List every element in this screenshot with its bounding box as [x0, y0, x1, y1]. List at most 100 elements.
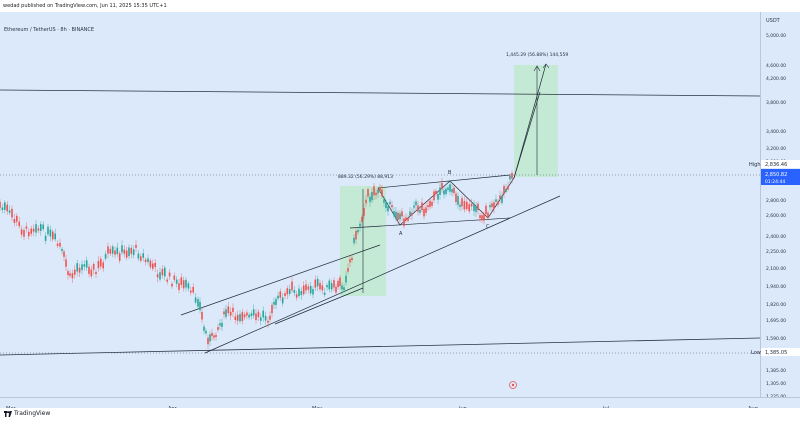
- candle-body: [197, 299, 199, 307]
- candle-body: [248, 314, 250, 318]
- pattern-top-line[interactable]: [377, 174, 511, 189]
- candle-body: [357, 230, 359, 233]
- candle-body: [159, 272, 161, 280]
- candle-body: [377, 190, 379, 194]
- candle-body: [20, 229, 23, 235]
- candle-body: [260, 317, 262, 321]
- low-value: 1,385.05: [765, 350, 787, 356]
- candle-body: [371, 192, 373, 201]
- candle-body: [343, 287, 345, 291]
- candle-body: [493, 202, 495, 209]
- long-trend-line[interactable]: [0, 337, 761, 356]
- candle-body: [387, 206, 389, 212]
- price-tick-label: 4,200.00: [766, 76, 786, 82]
- candle-body: [144, 259, 147, 262]
- candle-body: [13, 219, 16, 223]
- candle-body: [349, 259, 351, 263]
- flag-lower-line[interactable]: [274, 287, 364, 325]
- low-label: Low: [751, 350, 761, 356]
- candle-body: [71, 273, 74, 279]
- tradingview-brand[interactable]: TradingView: [14, 410, 51, 417]
- candle-body: [213, 335, 215, 338]
- candle-body: [321, 285, 324, 291]
- candle-body: [415, 201, 417, 206]
- candlestick-series: [0, 170, 513, 349]
- candle-body: [42, 224, 44, 230]
- candle-body: [373, 186, 375, 196]
- candle-body: [375, 192, 377, 196]
- candle-body: [175, 279, 178, 284]
- candle-body: [201, 312, 203, 320]
- candle-body: [130, 247, 133, 254]
- candle-body: [69, 273, 71, 276]
- candle-body: [111, 246, 114, 254]
- chart-drawing-layer[interactable]: 889.32 (56.29%) 88,913 1,445.29 (56.88%)…: [0, 12, 761, 397]
- candle-body: [489, 205, 491, 208]
- candle-body: [8, 210, 11, 213]
- candle-body: [156, 274, 159, 278]
- candle-body: [168, 272, 171, 277]
- high-value-badge: [761, 160, 800, 168]
- candle-body: [395, 211, 397, 220]
- price-tick-label: 4,600.00: [766, 63, 786, 69]
- event-marker-icon[interactable]: [509, 381, 517, 389]
- candle-body: [435, 190, 437, 195]
- price-tick-label: 3,400.00: [766, 129, 786, 135]
- channel-upper-line[interactable]: [180, 244, 381, 316]
- candle-body: [118, 253, 121, 261]
- candle-body: [56, 243, 59, 246]
- candle-body: [437, 193, 439, 200]
- candle-body: [203, 326, 205, 331]
- candle-body: [154, 262, 156, 267]
- candle-body: [25, 226, 28, 229]
- candle-body: [35, 224, 37, 233]
- candle-body: [381, 189, 383, 197]
- upper-measure-box[interactable]: [514, 65, 558, 177]
- candle-body: [104, 253, 107, 259]
- candle-body: [429, 200, 431, 207]
- candle-body: [227, 306, 230, 314]
- price-scale[interactable]: USDT 5,000.00 4,600.00 4,200.00 3,800.00 3,4…: [760, 12, 800, 400]
- candle-body: [365, 199, 367, 204]
- currency-label: USDT: [766, 18, 781, 24]
- candle-body: [511, 173, 513, 179]
- candle-body: [267, 320, 269, 323]
- candle-body: [316, 278, 319, 287]
- time-axis[interactable]: Mar Apr May Jun Jul Aug: [0, 397, 800, 412]
- symbol-title[interactable]: Ethereum / TetherUS · 8h · BINANCE: [4, 27, 95, 33]
- low-label-layer: Low: [751, 350, 761, 356]
- candle-body: [205, 330, 207, 334]
- candle-body: [28, 231, 30, 237]
- bar-countdown: 01:24:44: [765, 179, 785, 185]
- candle-body: [90, 269, 93, 277]
- candle-body: [369, 196, 371, 202]
- tradingview-logo-icon[interactable]: [4, 411, 12, 417]
- channel-lower-line[interactable]: [204, 195, 561, 354]
- candle-body: [351, 257, 353, 260]
- candle-body: [341, 285, 343, 290]
- candle-body: [97, 260, 100, 269]
- price-tick-label: 2,400.00: [766, 234, 786, 240]
- candle-body: [199, 301, 201, 311]
- candle-body: [269, 315, 271, 320]
- candle-body: [221, 322, 223, 327]
- candle-body: [190, 290, 192, 293]
- candle-body: [423, 209, 425, 217]
- price-tick-label: 2,250.00: [766, 249, 786, 255]
- candle-body: [109, 248, 112, 254]
- candle-body: [65, 259, 67, 267]
- candle-body: [18, 221, 20, 227]
- horizontal-resistance-line[interactable]: [0, 89, 761, 97]
- candle-body: [314, 279, 317, 288]
- candle-body: [207, 337, 209, 345]
- candle-body: [451, 189, 453, 193]
- candle-body: [250, 313, 253, 317]
- candle-body: [407, 217, 409, 221]
- candle-body: [503, 186, 505, 194]
- projection-line[interactable]: [513, 63, 547, 179]
- candle-body: [427, 205, 429, 208]
- chart-pane[interactable]: 889.32 (56.29%) 88,913 1,445.29 (56.88%)…: [0, 12, 761, 397]
- candle-body: [137, 253, 140, 259]
- candle-body: [40, 224, 42, 231]
- candle-body: [499, 195, 501, 199]
